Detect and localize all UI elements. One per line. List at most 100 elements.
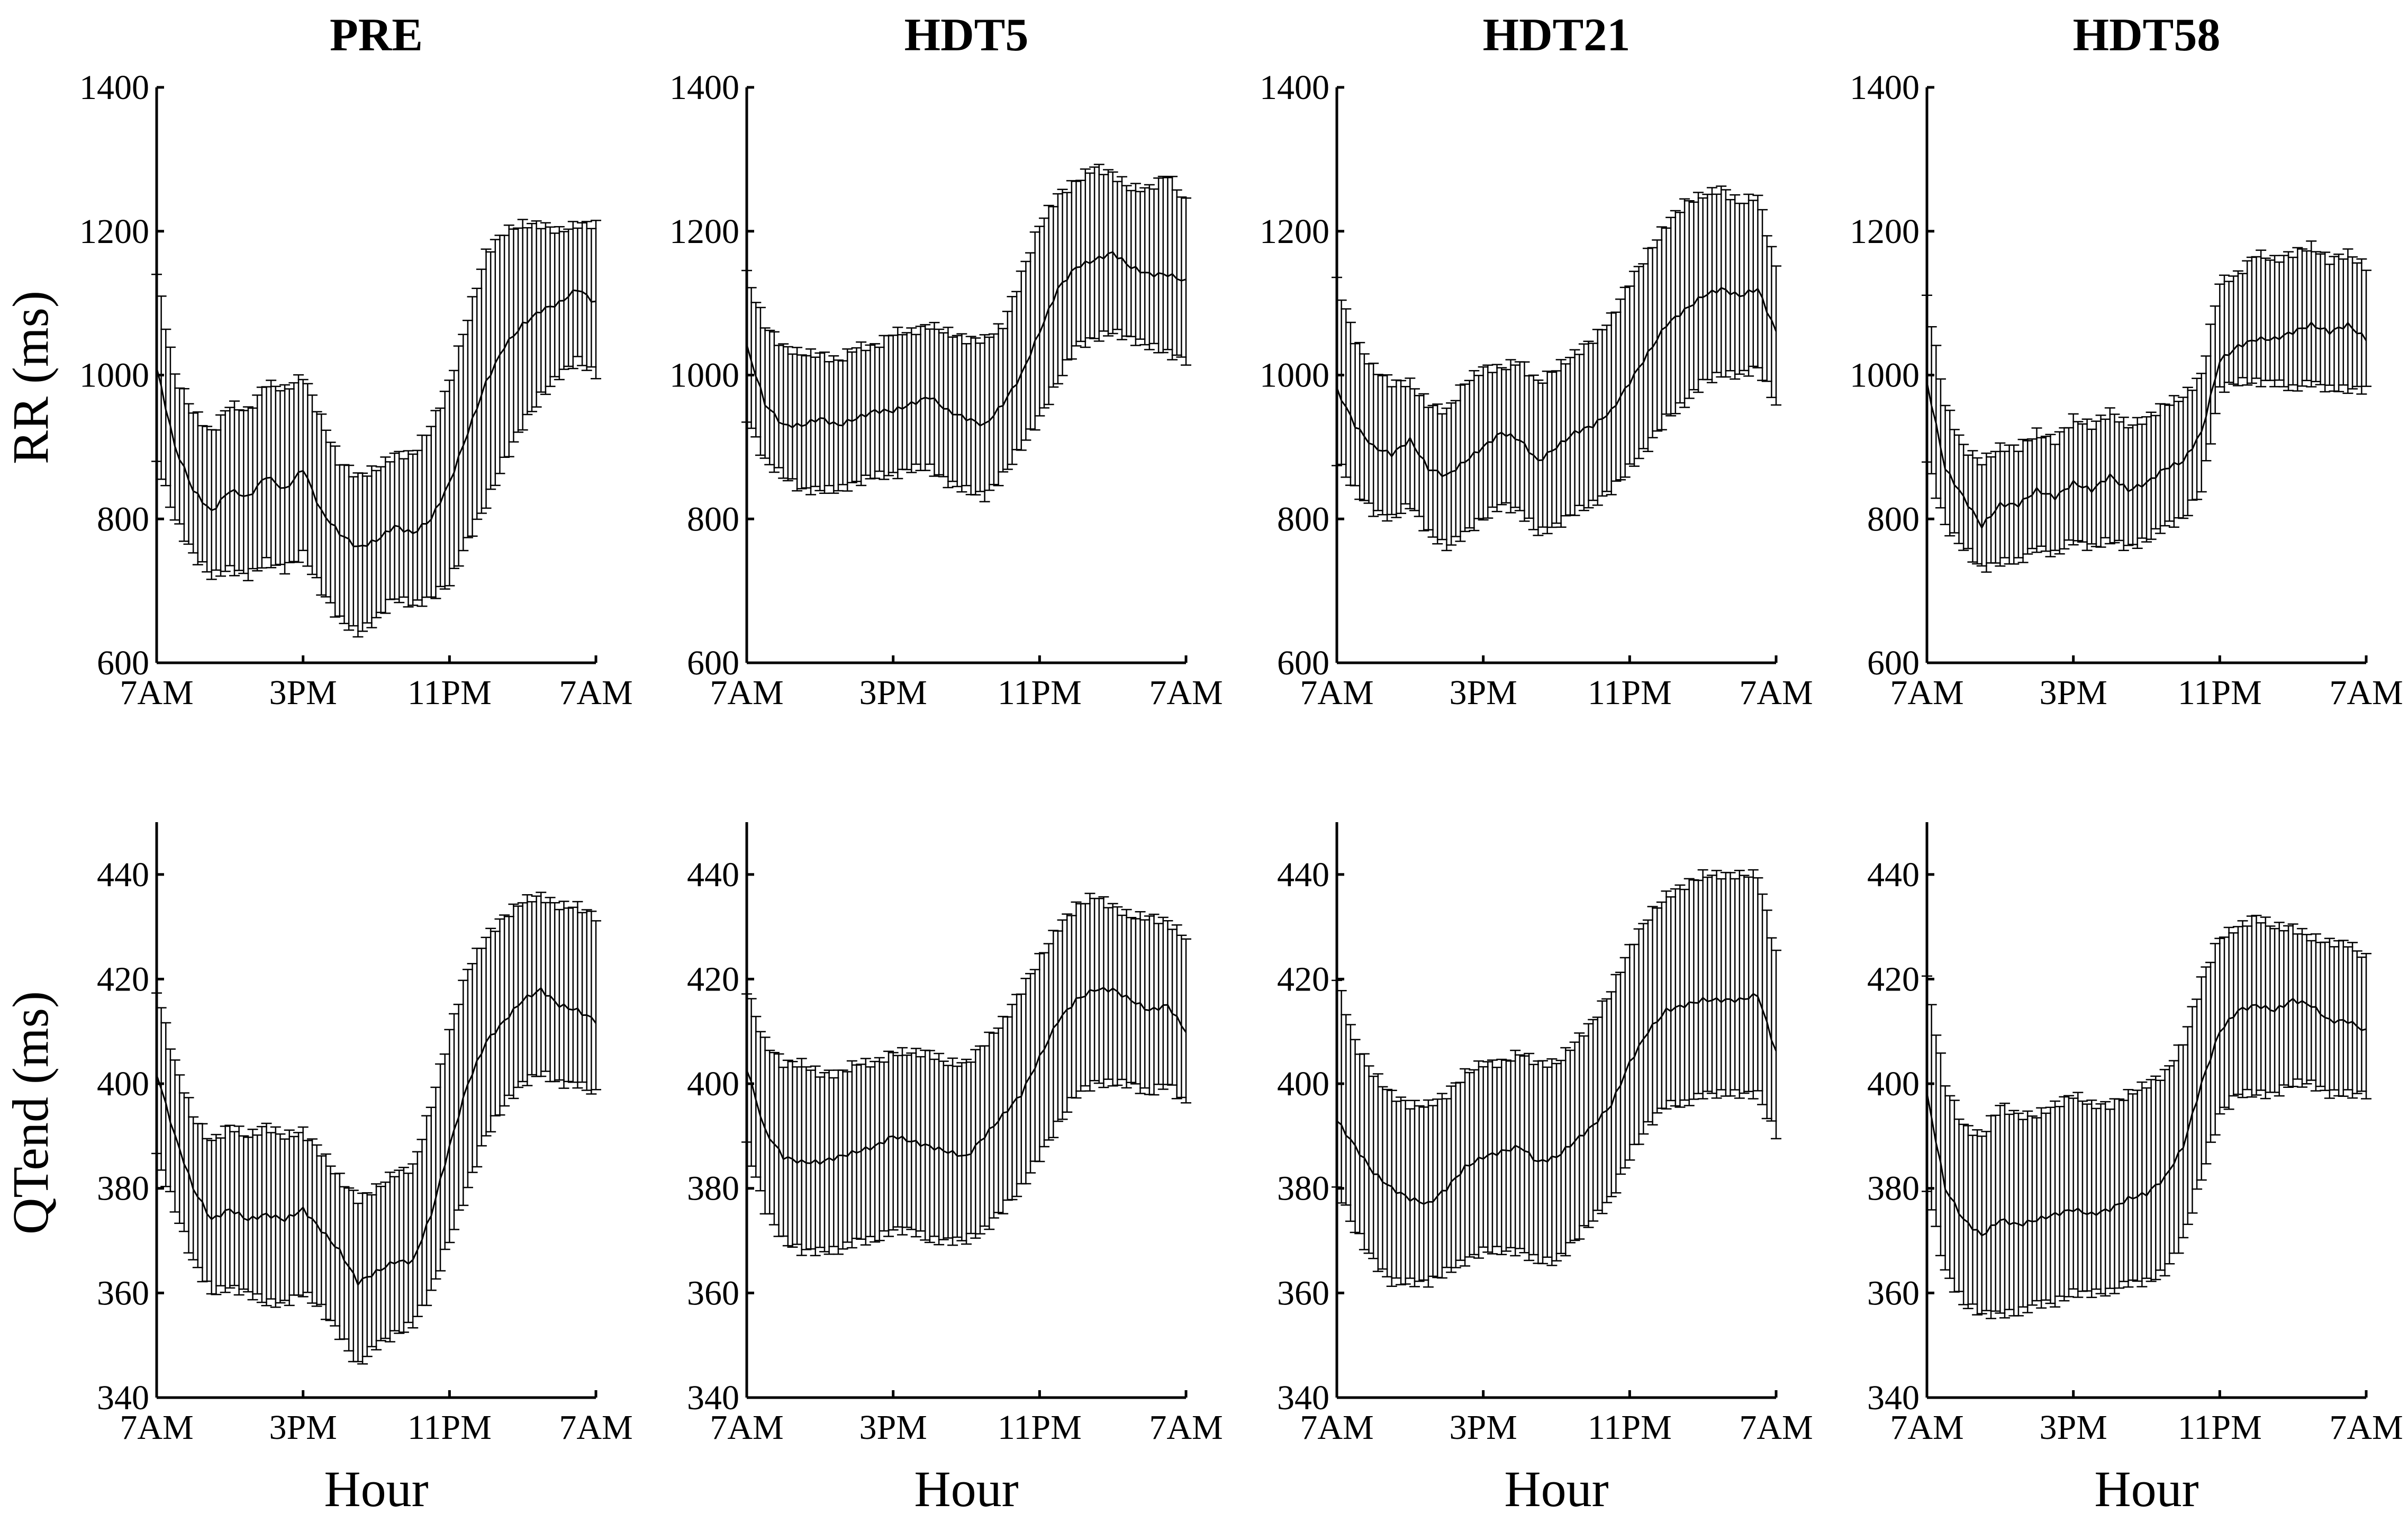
- x-tick-label: 3PM: [1449, 1408, 1517, 1447]
- panel-pre-rr: PRE 600 800 1000 1200 1400 7AM 3PM 11PM 7AM: [79, 10, 633, 712]
- y-tick-label: 600: [1867, 644, 1920, 682]
- x-tick-label: 7AM: [710, 1408, 783, 1447]
- y-tick-label: 360: [97, 1274, 149, 1312]
- mean-line: [1336, 286, 1777, 478]
- panel-hdt5-rr: HDT5 600 800 1000 1200 1400 7AM 3PM 11PM 7AM: [669, 10, 1223, 712]
- y-tick-label: 400: [1867, 1065, 1920, 1103]
- panel-hdt5-qtend: 340 360 380 400 420 440 7AM 3PM 11PM 7AM: [687, 822, 1223, 1447]
- y-tick-label: 420: [1867, 960, 1920, 998]
- error-bars: [741, 164, 1191, 502]
- x-tick-label: 7AM: [2329, 673, 2403, 712]
- y-tick-label: 1200: [79, 212, 149, 251]
- x-tick-label: 3PM: [2039, 673, 2107, 712]
- y-tick-label: 380: [1867, 1169, 1920, 1208]
- y-tick-label: 440: [1277, 855, 1329, 894]
- y-tick-label: 1200: [669, 212, 739, 251]
- y-tick-label: 400: [1277, 1065, 1329, 1103]
- x-tick-label: 7AM: [1300, 1408, 1373, 1447]
- y-tick-label: 360: [687, 1274, 739, 1312]
- x-tick-label: 3PM: [269, 673, 337, 712]
- y-tick-label: 440: [97, 855, 149, 894]
- x-tick-label: 3PM: [859, 673, 927, 712]
- error-bars: [741, 893, 1191, 1257]
- y-tick-label: 1000: [79, 356, 149, 395]
- x-tick-label: 7AM: [559, 1408, 632, 1447]
- y-tick-label: 1400: [1850, 68, 1920, 107]
- ylabel-rr: RR (ms): [2, 291, 59, 464]
- panel-title: HDT58: [2073, 10, 2221, 61]
- x-tick-label: 11PM: [1588, 1408, 1672, 1447]
- y-tick-label: 340: [687, 1379, 739, 1417]
- y-tick-label: 380: [687, 1169, 739, 1208]
- panel-hdt21-rr: HDT21 600 800 1000 1200 1400 7AM 3PM 11PM 7AM: [1260, 10, 1813, 712]
- mean-line: [156, 289, 596, 547]
- xlabel-hour-hdt21: Hour: [1504, 1461, 1608, 1517]
- x-tick-label: 7AM: [1149, 1408, 1223, 1447]
- x-tick-label: 11PM: [408, 1408, 492, 1447]
- x-tick-label: 3PM: [2039, 1408, 2107, 1447]
- y-tick-label: 1200: [1850, 212, 1920, 251]
- y-tick-label: 1400: [79, 68, 149, 107]
- xlabel-hour-hdt5: Hour: [914, 1461, 1018, 1517]
- y-tick-label: 1400: [1260, 68, 1329, 107]
- error-bars: [1332, 185, 1781, 552]
- y-tick-label: 440: [1867, 855, 1920, 894]
- panel-pre-qtend: 340 360 380 400 420 440 7AM 3PM 11PM 7AM: [97, 822, 633, 1447]
- y-tick-label: 1400: [669, 68, 739, 107]
- x-tick-label: 3PM: [1449, 673, 1517, 712]
- y-tick-label: 380: [97, 1169, 149, 1208]
- x-tick-label: 11PM: [2178, 673, 2262, 712]
- y-tick-label: 400: [687, 1065, 739, 1103]
- y-tick-label: 800: [97, 500, 149, 538]
- y-tick-label: 1200: [1260, 212, 1329, 251]
- x-tick-label: 3PM: [269, 1408, 337, 1447]
- panel-title: HDT21: [1483, 10, 1631, 61]
- y-tick-label: 600: [687, 644, 739, 682]
- panel-hdt58-qtend: 340 360 380 400 420 440 7AM 3PM 11PM 7AM: [1867, 822, 2403, 1447]
- mean-line: [1926, 321, 2367, 530]
- y-tick-label: 1000: [669, 356, 739, 395]
- y-tick-label: 600: [1277, 644, 1329, 682]
- ylabel-qtend: QTend (ms): [2, 991, 59, 1235]
- x-tick-label: 11PM: [998, 673, 1082, 712]
- x-tick-label: 7AM: [710, 673, 783, 712]
- y-tick-label: 420: [687, 960, 739, 998]
- y-tick-label: 340: [97, 1379, 149, 1417]
- mean-line: [746, 251, 1187, 429]
- mean-line: [1926, 997, 2367, 1237]
- error-bars: [1922, 915, 2371, 1319]
- x-tick-label: 7AM: [559, 673, 632, 712]
- y-tick-label: 600: [97, 644, 149, 682]
- error-bars: [151, 891, 601, 1365]
- y-tick-label: 1000: [1260, 356, 1329, 395]
- x-tick-label: 7AM: [1739, 1408, 1813, 1447]
- y-tick-label: 340: [1277, 1379, 1329, 1417]
- y-tick-label: 420: [1277, 960, 1329, 998]
- x-tick-label: 11PM: [408, 673, 492, 712]
- panel-hdt21-qtend: 340 360 380 400 420 440 7AM 3PM 11PM 7AM: [1277, 822, 1813, 1447]
- error-bars: [1922, 240, 2371, 573]
- y-tick-label: 1000: [1850, 356, 1920, 395]
- y-tick-label: 400: [97, 1065, 149, 1103]
- xlabel-hour-pre: Hour: [324, 1461, 428, 1517]
- y-tick-label: 800: [1867, 500, 1920, 538]
- x-tick-label: 11PM: [2178, 1408, 2262, 1447]
- x-tick-label: 7AM: [1300, 673, 1373, 712]
- mean-line: [1336, 993, 1777, 1205]
- panel-title: HDT5: [904, 10, 1029, 61]
- y-tick-label: 360: [1277, 1274, 1329, 1312]
- panel-hdt58-rr: HDT58 600 800 1000 1200 1400 7AM 3PM 11PM 7AM: [1850, 10, 2403, 712]
- x-tick-label: 11PM: [998, 1408, 1082, 1447]
- error-bars: [1332, 869, 1781, 1288]
- x-tick-label: 11PM: [1588, 673, 1672, 712]
- x-tick-label: 7AM: [120, 1408, 193, 1447]
- xlabel-hour-hdt58: Hour: [2094, 1461, 2198, 1517]
- y-tick-label: 800: [1277, 500, 1329, 538]
- y-tick-label: 360: [1867, 1274, 1920, 1312]
- y-tick-label: 800: [687, 500, 739, 538]
- y-tick-label: 380: [1277, 1169, 1329, 1208]
- x-tick-label: 7AM: [120, 673, 193, 712]
- x-tick-label: 7AM: [1890, 1408, 1963, 1447]
- x-tick-label: 7AM: [1890, 673, 1963, 712]
